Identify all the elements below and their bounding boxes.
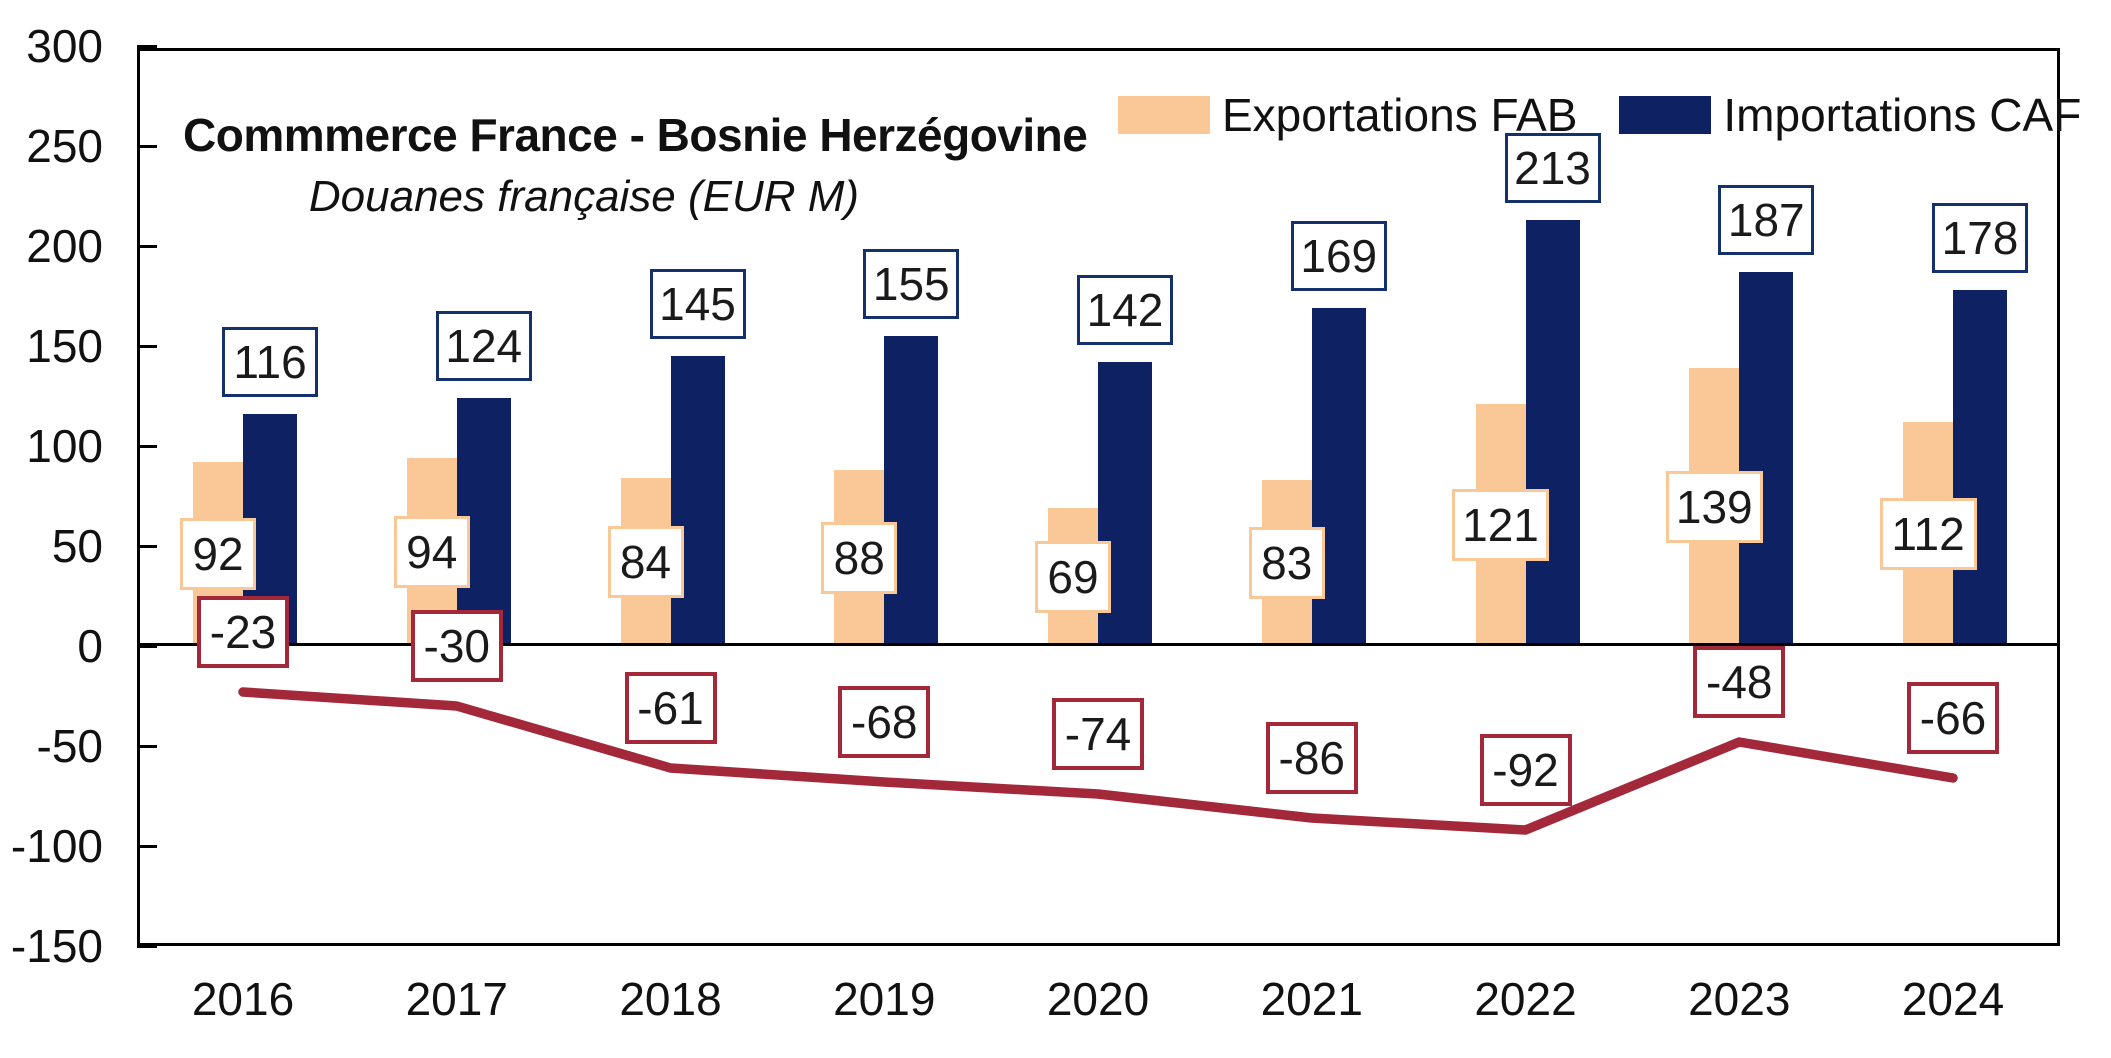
exportations-legend-swatch	[1118, 96, 1210, 134]
y-axis-tick-label: 150	[26, 320, 103, 372]
balance-value-label-2020: -74	[1052, 698, 1144, 770]
y-axis-tick-mark	[137, 145, 157, 148]
y-axis-tick-label: 50	[51, 520, 103, 572]
export-value-label-2018: 84	[607, 526, 684, 598]
balance-value-label-2016: -23	[197, 596, 289, 668]
y-axis-tick-label: 250	[26, 120, 103, 172]
import-value-label-2022: 213	[1504, 133, 1601, 203]
import-bar-2023	[1739, 272, 1794, 646]
y-axis-tick-mark	[137, 245, 157, 248]
y-axis-tick-mark	[137, 445, 157, 448]
balance-value-label-2021: -86	[1265, 722, 1358, 794]
y-axis-tick-mark	[137, 945, 157, 948]
chart-title: Commmerce France - Bosnie Herzégovine	[183, 109, 1088, 161]
y-axis-tick-mark	[137, 45, 157, 48]
import-value-label-2016: 116	[222, 327, 318, 397]
y-axis-tick-mark	[137, 545, 157, 548]
export-value-label-2020: 69	[1035, 541, 1111, 613]
export-value-label-2021: 83	[1248, 527, 1325, 599]
x-axis-label-2022: 2022	[1474, 973, 1577, 1025]
balance-value-label-2022: -92	[1479, 734, 1572, 806]
x-axis-label-2020: 2020	[1046, 973, 1150, 1025]
zero-axis-line	[137, 643, 2060, 646]
x-axis-label-2021: 2021	[1260, 973, 1363, 1025]
import-value-label-2023: 187	[1718, 185, 1815, 255]
y-axis-tick-label: 0	[77, 620, 103, 672]
y-axis-tick-label: -100	[10, 820, 103, 872]
export-value-label-2019: 88	[821, 522, 898, 594]
x-axis-label-2023: 2023	[1688, 973, 1791, 1025]
y-axis-tick-mark	[137, 745, 157, 748]
import-value-label-2020: 142	[1077, 275, 1173, 345]
y-axis-tick-label: -50	[36, 720, 103, 772]
y-axis-tick-label: -150	[10, 920, 103, 972]
import-value-label-2017: 124	[435, 311, 532, 381]
export-value-label-2024: 112	[1879, 498, 1977, 570]
export-value-label-2023: 139	[1665, 471, 1763, 543]
export-value-label-2016: 92	[180, 518, 256, 590]
y-axis-tick-label: 100	[26, 420, 103, 472]
import-bar-2018	[670, 356, 725, 646]
importations-legend-swatch	[1619, 96, 1712, 134]
chart-subtitle: Douanes française (EUR M)	[308, 172, 860, 221]
export-value-label-2017: 94	[393, 516, 470, 588]
export-value-label-2022: 121	[1452, 489, 1549, 561]
y-axis-tick-mark	[137, 345, 157, 348]
balance-value-label-2019: -68	[838, 686, 931, 758]
balance-value-label-2024: -66	[1907, 682, 1999, 754]
plot-area	[137, 48, 2060, 946]
import-bar-2022	[1525, 220, 1580, 646]
legend: Exportations FAB Importations CAF	[1118, 88, 2081, 142]
y-axis-tick-label: 300	[26, 20, 103, 72]
importations-legend-label: Importations CAF	[1723, 89, 2082, 141]
x-axis-label-2017: 2017	[405, 973, 508, 1025]
import-value-label-2019: 155	[863, 249, 960, 319]
import-value-label-2018: 145	[649, 269, 746, 339]
exportations-legend-label: Exportations FAB	[1222, 89, 1578, 141]
y-axis-tick-mark	[137, 845, 157, 848]
import-value-label-2024: 178	[1932, 203, 2028, 273]
x-axis-label-2018: 2018	[619, 973, 722, 1025]
x-axis-label-2016: 2016	[191, 973, 295, 1025]
x-axis-label-2019: 2019	[833, 973, 936, 1025]
import-bar-2024	[1953, 290, 2007, 646]
balance-value-label-2018: -61	[624, 672, 717, 744]
import-bar-2019	[884, 336, 939, 646]
balance-value-label-2017: -30	[410, 610, 503, 682]
y-axis-tick-mark	[137, 645, 157, 648]
import-value-label-2021: 169	[1290, 221, 1387, 291]
balance-value-label-2023: -48	[1693, 646, 1786, 718]
y-axis-tick-label: 200	[26, 220, 103, 272]
x-axis-label-2024: 2024	[1901, 973, 2005, 1025]
